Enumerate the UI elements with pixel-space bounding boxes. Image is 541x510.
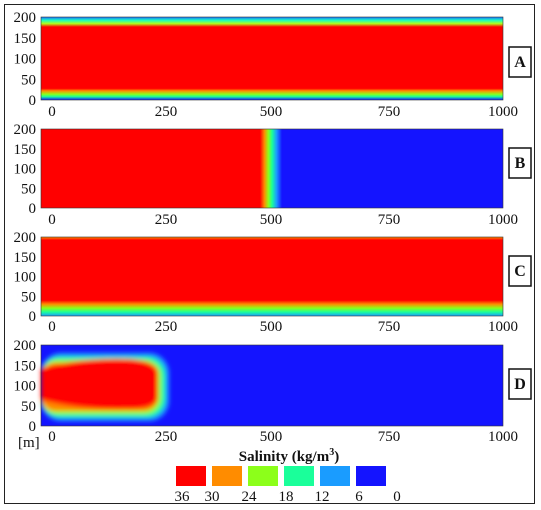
- x-tick-label: 0: [48, 429, 56, 445]
- legend-tick-label: 36: [175, 489, 191, 505]
- x-tick-label: 250: [155, 212, 178, 228]
- x-tick-label: 750: [378, 319, 401, 335]
- panel-a-label-box: [508, 46, 532, 78]
- panel-a-y-ticks: 200 150 100 50 0: [14, 10, 37, 109]
- panel-c-x-ticks: 0 250 500 750 1000: [48, 319, 518, 335]
- legend-tick-label: 30: [205, 489, 220, 505]
- x-tick-label: 1000: [488, 319, 518, 335]
- legend-title: Salinity (kg/m3): [239, 447, 339, 465]
- x-tick-label: 0: [48, 104, 56, 120]
- y-tick-label: 100: [14, 162, 37, 178]
- x-tick-label: 250: [155, 429, 178, 445]
- legend-tick-label: 6: [355, 489, 363, 505]
- x-tick-label: 1000: [488, 104, 518, 120]
- legend-tick-label: 18: [279, 489, 294, 505]
- panel-a-border: [40, 16, 504, 101]
- panel-b-x-ticks: 0 250 500 750 1000: [48, 212, 518, 228]
- panel-c-field: [41, 237, 503, 316]
- legend-swatches: [176, 466, 386, 486]
- panel-b-label: B: [515, 155, 526, 172]
- y-tick-label: 150: [14, 142, 37, 158]
- panel-b-border: [40, 128, 504, 209]
- x-tick-label: 500: [260, 212, 283, 228]
- y-tick-label: 50: [21, 399, 36, 415]
- panel-d-label: D: [514, 376, 526, 393]
- panel-b-y-ticks: 200 150 100 50 0: [14, 122, 37, 217]
- panel-c-label-box: [508, 255, 532, 287]
- panel-d-border: [40, 344, 504, 427]
- panel-a-field: [41, 17, 503, 100]
- y-tick-label: 200: [14, 10, 37, 26]
- y-tick-label: 50: [21, 181, 36, 197]
- y-tick-label: 50: [21, 289, 36, 305]
- y-tick-label: 0: [29, 309, 37, 325]
- panel-b-salt-region: [41, 129, 263, 208]
- y-tick-label: 150: [14, 358, 37, 374]
- legend-swatch: [176, 466, 206, 486]
- y-tick-label: 150: [14, 250, 37, 266]
- panel-d-salt-body: [41, 353, 169, 421]
- y-tick-label: 200: [14, 122, 37, 138]
- x-tick-label: 250: [155, 319, 178, 335]
- x-tick-label: 1000: [488, 429, 518, 445]
- x-tick-label: 750: [378, 429, 401, 445]
- y-tick-label: 0: [29, 419, 37, 435]
- y-tick-label: 50: [21, 72, 36, 88]
- figure-frame: [4, 4, 535, 504]
- legend-tick-labels: 36 30 24 18 12 6 0: [175, 489, 401, 505]
- legend-tick-label: 24: [242, 489, 258, 505]
- legend-tick-label: 12: [315, 489, 330, 505]
- panel-a-label: A: [514, 54, 526, 71]
- panel-c-border: [40, 236, 504, 317]
- panel-c-y-ticks: 200 150 100 50 0: [14, 230, 37, 325]
- y-tick-label: 0: [29, 93, 37, 109]
- legend-swatch: [284, 466, 314, 486]
- panel-d-salt-core: [41, 358, 158, 410]
- x-tick-label: 0: [48, 212, 56, 228]
- legend-swatch: [356, 466, 386, 486]
- x-tick-label: 500: [260, 429, 283, 445]
- x-tick-label: 750: [378, 104, 401, 120]
- y-tick-label: 150: [14, 31, 37, 47]
- panel-d-y-ticks: 200 150 100 50 0: [14, 338, 37, 435]
- y-tick-label: 100: [14, 52, 37, 68]
- y-tick-label: 200: [14, 230, 37, 246]
- legend-swatch: [248, 466, 278, 486]
- panel-d-y-unit: [m]: [18, 435, 40, 451]
- panel-a-x-ticks: 0 250 500 750 1000: [48, 104, 518, 120]
- y-tick-label: 100: [14, 270, 37, 286]
- panel-c-label: C: [514, 263, 526, 280]
- y-tick-label: 0: [29, 201, 37, 217]
- x-tick-label: 250: [155, 104, 178, 120]
- legend-swatch: [320, 466, 350, 486]
- legend: Salinity (kg/m3) 36 30 24 18 12 6 0: [175, 447, 401, 505]
- x-tick-label: 750: [378, 212, 401, 228]
- x-tick-label: 1000: [488, 212, 518, 228]
- panel-d-x-ticks: 0 250 500 750 1000: [48, 429, 518, 445]
- panel-d-label-box: [508, 368, 532, 400]
- panel-b-transition-zone: [260, 129, 282, 208]
- x-tick-label: 500: [260, 104, 283, 120]
- y-tick-label: 200: [14, 338, 37, 354]
- legend-tick-label: 0: [393, 489, 401, 505]
- x-tick-label: 0: [48, 319, 56, 335]
- y-tick-label: 100: [14, 379, 37, 395]
- legend-swatch: [212, 466, 242, 486]
- x-tick-label: 500: [260, 319, 283, 335]
- panel-b-label-box: [508, 147, 532, 179]
